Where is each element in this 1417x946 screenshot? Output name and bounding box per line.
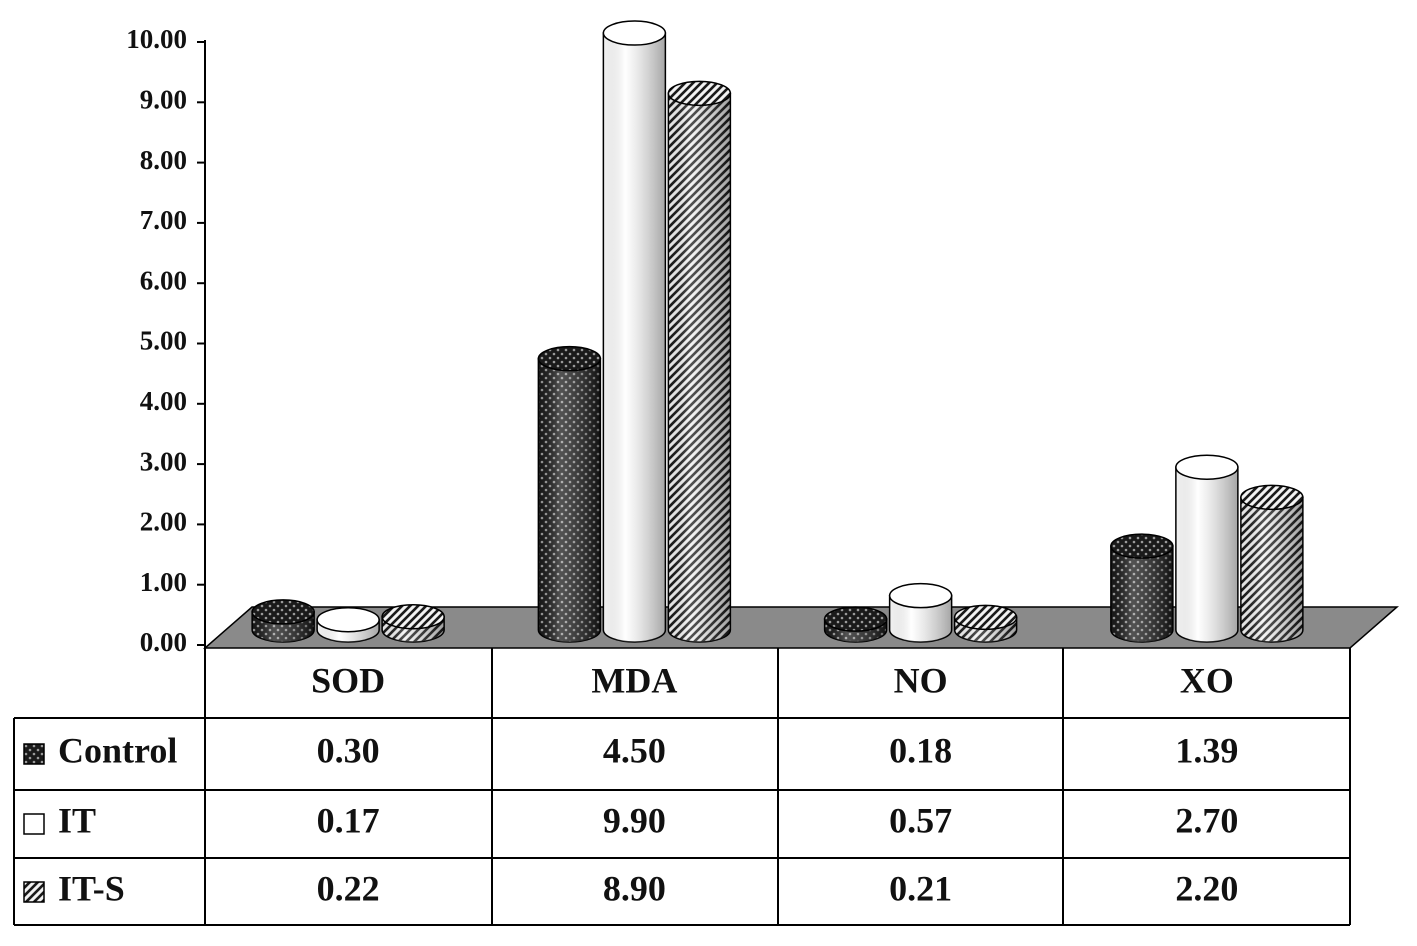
table-value: 0.18 xyxy=(889,730,952,770)
y-tick-label: 1.00 xyxy=(140,567,187,597)
bar-top xyxy=(1240,484,1304,511)
y-tick-label: 3.00 xyxy=(140,446,187,476)
table-value: 8.90 xyxy=(603,868,666,908)
bar-top xyxy=(953,604,1018,631)
y-tick-label: 6.00 xyxy=(140,265,187,295)
y-tick-label: 9.00 xyxy=(140,85,187,115)
data-table xyxy=(13,648,1351,926)
legend-key xyxy=(23,743,45,765)
y-tick-label: 0.00 xyxy=(140,627,187,657)
table-value: 2.20 xyxy=(1175,868,1238,908)
legend-label: IT-S xyxy=(58,868,125,908)
category-label: MDA xyxy=(591,660,677,700)
table-value: 1.39 xyxy=(1175,730,1238,770)
legend-label: IT xyxy=(58,800,96,840)
bar-top xyxy=(823,606,888,632)
table-value: 0.21 xyxy=(889,868,952,908)
table-value: 0.22 xyxy=(317,868,380,908)
table-value: 0.17 xyxy=(317,800,380,840)
table-value: 0.57 xyxy=(889,800,952,840)
bar-shade xyxy=(889,595,952,642)
legend-label: Control xyxy=(58,730,177,770)
bar-top xyxy=(537,345,602,372)
table-value: 9.90 xyxy=(603,800,666,840)
table-value: 2.70 xyxy=(1175,800,1238,840)
y-tick-label: 5.00 xyxy=(140,326,187,356)
bar-shade xyxy=(1110,546,1173,642)
legend-key xyxy=(23,881,45,903)
bar-top xyxy=(602,20,667,46)
bar-shade xyxy=(603,33,666,642)
bar-shade xyxy=(1240,497,1303,642)
floor xyxy=(202,606,1400,649)
category-label: SOD xyxy=(311,660,385,700)
y-tick-label: 2.00 xyxy=(140,507,187,537)
legend-key xyxy=(23,813,45,835)
y-tick-label: 7.00 xyxy=(140,205,187,235)
table-value: 4.50 xyxy=(603,730,666,770)
category-label: NO xyxy=(894,660,948,700)
y-tick-label: 10.00 xyxy=(126,24,187,54)
bar-top xyxy=(381,603,445,630)
y-tick-label: 4.00 xyxy=(140,386,187,416)
bar-top xyxy=(316,606,380,633)
bar-shade xyxy=(1175,467,1238,642)
bar-shade xyxy=(538,358,601,642)
y-tick-label: 8.00 xyxy=(140,145,187,175)
bar-top xyxy=(1110,533,1174,559)
bar-shade xyxy=(668,93,731,642)
bar-top xyxy=(888,582,953,609)
bar-top xyxy=(1175,454,1239,480)
bar-top xyxy=(251,599,315,625)
category-label: XO xyxy=(1180,660,1234,700)
table-value: 0.30 xyxy=(317,730,380,770)
bar-top xyxy=(667,80,732,107)
